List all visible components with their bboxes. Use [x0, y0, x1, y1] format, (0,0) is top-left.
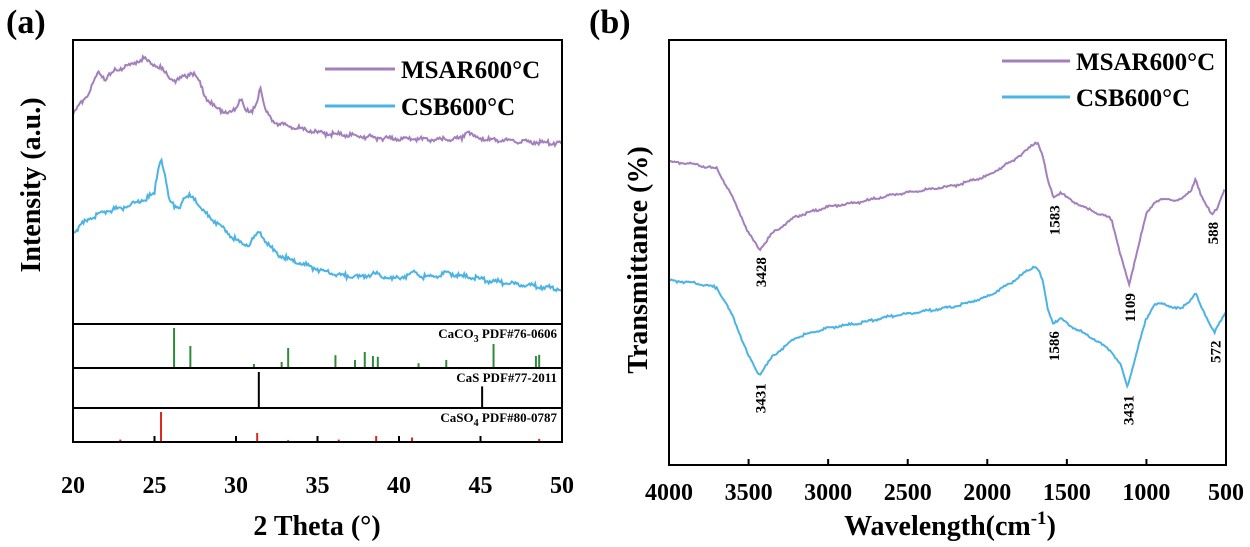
panel-a-series-group: [72, 53, 563, 293]
panel-b-series-msar-line: [668, 141, 1226, 289]
panel-b-x-axis-title-sup: -1: [1031, 508, 1047, 529]
reference-formula: CaSO: [440, 410, 473, 425]
panel-a-x-axis-title: 2 Theta (°): [253, 511, 380, 542]
panel-a: (a) Intensity (a.u.) 2 Theta (°) CaCO3 P…: [6, 4, 574, 542]
reference-subscript: 3: [474, 334, 479, 345]
panel-b-x-axis-title: Wavelength(cm-1): [844, 508, 1056, 542]
legend-label-msar: MSAR600°C: [401, 57, 540, 84]
panel-b-peak-labels: 3428 1583 1109 588 3431 1586 3431 572: [754, 205, 1225, 425]
x-tick-label: 20: [61, 473, 85, 499]
peak-label-1583: 1583: [1048, 205, 1064, 235]
panel-b-label: (b): [589, 4, 631, 41]
reference-subscript: 4: [474, 418, 479, 429]
peak-label-1586: 1586: [1047, 331, 1063, 362]
x-tick-label: 2000: [963, 480, 1011, 506]
panel-a-x-ticks: 20 25 30 35 40 45 50: [61, 436, 574, 499]
panel-a-y-axis-title: Intensity (a.u.): [16, 97, 47, 272]
panel-a-reference-group: CaCO3 PDF#76-0606 CaS PDF#77-2011 CaSO4 PD…: [119, 326, 557, 442]
peak-label-1109: 1109: [1123, 293, 1139, 322]
panel-b-x-ticks: 4000 3500 3000 2500 2000 1500 1000 500: [645, 459, 1244, 506]
x-tick-label: 3000: [804, 480, 852, 506]
x-tick-label: 45: [469, 473, 493, 499]
x-tick-label: 25: [143, 473, 167, 499]
panel-b-x-axis-title-close: ): [1047, 511, 1056, 542]
panel-b-x-axis-title-main: Wavelength(cm: [844, 511, 1031, 542]
panel-a-series-csb-line: [72, 157, 563, 293]
legend-label-csb: CSB600°C: [1076, 85, 1190, 112]
reference-label-caco: CaCO3 PDF#76-0606: [438, 326, 557, 345]
panel-b-series-csb-line: [668, 265, 1227, 390]
x-tick-label: 50: [550, 473, 574, 499]
reference-label-cas: CaS PDF#77-2011: [456, 370, 557, 385]
peak-label-588: 588: [1206, 222, 1222, 245]
reference-pdf: PDF#77-2011: [479, 370, 557, 385]
x-tick-label: 40: [387, 473, 411, 499]
peak-label-3428: 3428: [754, 257, 770, 287]
x-tick-label: 1500: [1043, 480, 1091, 506]
reference-formula: CaS: [456, 370, 479, 385]
reference-label-caso: CaSO4 PDF#80-0787: [440, 410, 557, 429]
panel-b-legend: MSAR600°C CSB600°C: [1002, 49, 1215, 112]
x-tick-label: 35: [306, 473, 330, 499]
reference-pdf: PDF#76-0606: [479, 326, 558, 341]
reference-formula: CaCO: [438, 326, 473, 341]
panel-a-legend: MSAR600°C CSB600°C: [325, 57, 540, 121]
legend-label-msar: MSAR600°C: [1076, 49, 1215, 76]
panel-b-series-group: [668, 141, 1227, 390]
x-tick-label: 1000: [1122, 480, 1170, 506]
x-tick-label: 4000: [645, 480, 693, 506]
x-tick-label: 500: [1208, 480, 1244, 506]
reference-pdf: PDF#80-0787: [479, 410, 558, 425]
peak-label-3431: 3431: [754, 383, 770, 413]
panel-a-label: (a): [6, 4, 46, 41]
peak-label-3431: 3431: [1121, 395, 1137, 425]
peak-label-572: 572: [1209, 341, 1225, 364]
panel-b-frame: [668, 39, 1227, 466]
panel-b: (b) Transmittance (%) Wavelength(cm-1) 3…: [589, 4, 1244, 542]
panel-a-series-msar-line: [72, 53, 563, 148]
legend-label-csb: CSB600°C: [401, 94, 515, 121]
x-tick-label: 30: [224, 473, 248, 499]
x-tick-label: 2500: [884, 480, 932, 506]
x-tick-label: 3500: [725, 480, 773, 506]
panel-b-y-axis-title: Transmittance (%): [623, 146, 654, 373]
